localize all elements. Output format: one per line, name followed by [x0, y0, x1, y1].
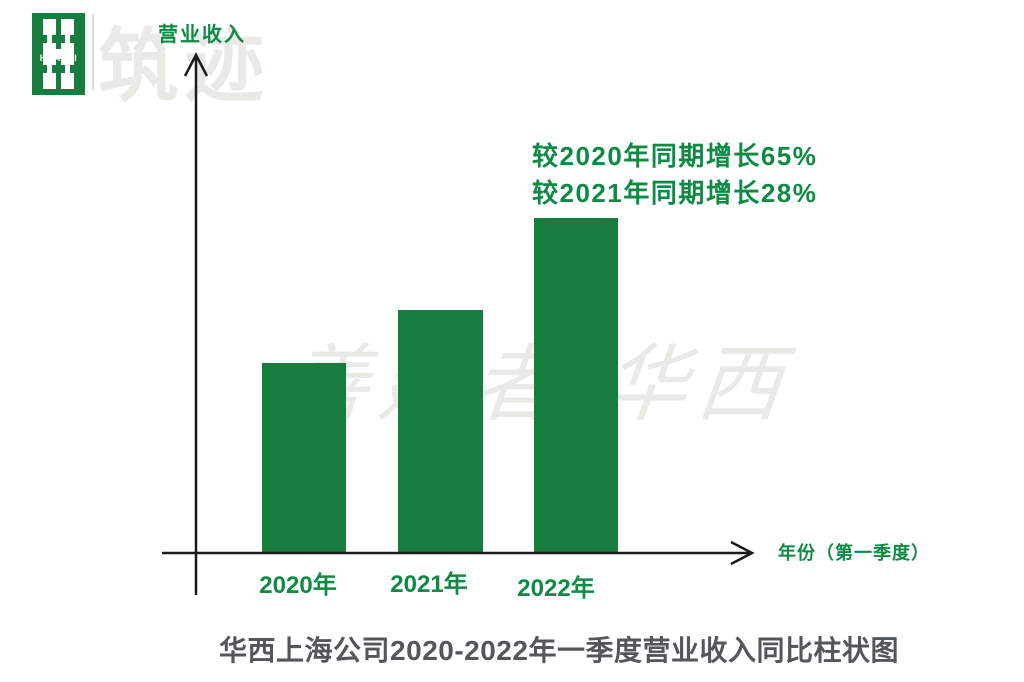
huashi-logo-label: HUASHI [39, 53, 78, 63]
x-axis-arrow-icon [730, 540, 755, 566]
growth-annotation-vs-2021: 较2021年同期增长28% [532, 178, 818, 208]
y-axis-title: 营业收入 [158, 24, 246, 46]
bar-2022 [534, 218, 618, 552]
logo-watermark-text: 筑迹 [98, 19, 270, 113]
growth-annotation-vs-2020: 较2020年同期增长65% [532, 141, 818, 171]
category-label-2021: 2021年 [390, 571, 468, 598]
chart-title: 华西上海公司2020-2022年一季度营业收入同比柱状图 [219, 635, 899, 666]
category-label-2022: 2022年 [517, 575, 595, 602]
huashi-logo: HUASHI [32, 13, 85, 95]
bar-2020 [262, 363, 346, 552]
center-watermark-text: 善建者·华西 [280, 335, 797, 433]
huashi-h-pillars-icon [43, 19, 74, 89]
x-axis-title: 年份（第一季度） [778, 543, 930, 563]
category-label-2020: 2020年 [259, 572, 337, 599]
logo-divider [92, 14, 94, 90]
bar-2021 [398, 310, 483, 552]
